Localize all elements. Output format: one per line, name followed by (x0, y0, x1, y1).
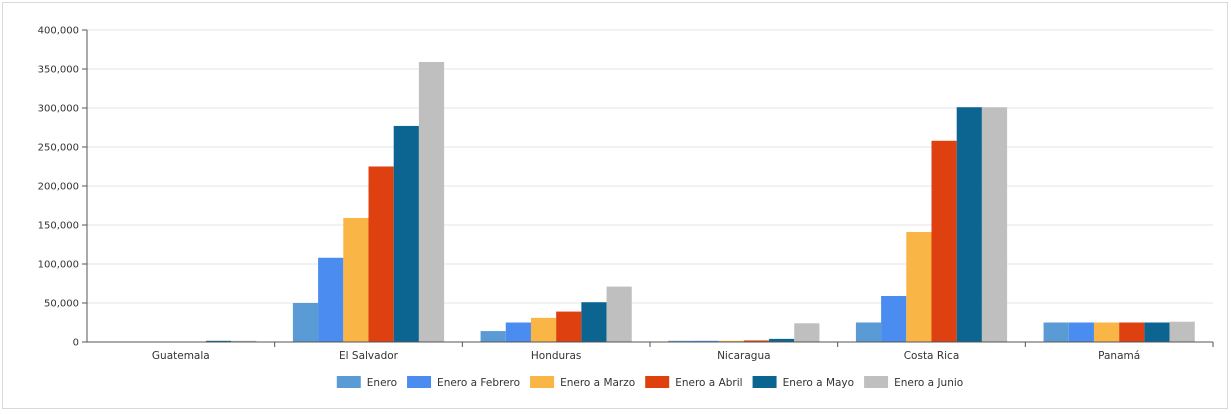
axes (82, 29, 1214, 347)
bar[interactable] (530, 317, 557, 342)
bar[interactable] (581, 302, 607, 342)
legend-label: Enero a Febrero (437, 377, 520, 389)
legend-label: Enero a Mayo (783, 377, 855, 389)
y-tick-label: 400,000 (38, 26, 79, 37)
y-tick-label: 50,000 (44, 299, 79, 310)
y-tick-label: 350,000 (38, 65, 79, 76)
bar[interactable] (769, 338, 795, 342)
legend-item[interactable]: Enero a Abril (645, 376, 743, 389)
y-tick-label: 300,000 (38, 104, 79, 115)
legend-item[interactable]: Enero a Febrero (407, 376, 520, 389)
y-tick-label: 0 (73, 338, 79, 349)
bar[interactable] (1068, 322, 1094, 343)
bar[interactable] (1043, 322, 1069, 343)
bar[interactable] (206, 340, 232, 342)
bar[interactable] (480, 331, 506, 342)
bar[interactable] (718, 340, 744, 342)
y-tick-label: 200,000 (38, 182, 79, 193)
bar[interactable] (418, 61, 445, 342)
bar[interactable] (1144, 322, 1170, 343)
legend-label: Enero a Junio (894, 377, 963, 389)
legend-label: Enero (367, 377, 397, 389)
bar[interactable] (794, 323, 820, 342)
bar[interactable] (1093, 322, 1120, 343)
x-category-label: Guatemala (152, 350, 210, 362)
x-axis-category-labels: Guatemala El Salvador Honduras Nicaragua Cos… (152, 350, 1140, 362)
bar[interactable] (1119, 322, 1145, 343)
bar[interactable] (981, 107, 1008, 342)
bar[interactable] (505, 322, 531, 343)
legend-swatch (336, 376, 361, 388)
x-category-label: Panamá (1098, 350, 1140, 362)
bar[interactable] (318, 257, 344, 342)
bar[interactable] (343, 217, 369, 342)
bar[interactable] (1169, 321, 1195, 342)
legend-label: Enero a Abril (675, 377, 742, 389)
y-tick-label: 150,000 (38, 221, 79, 232)
legend-item[interactable]: Enero a Marzo (530, 376, 635, 389)
x-category-label: Honduras (531, 350, 582, 362)
x-category-label: Costa Rica (904, 350, 960, 362)
bar[interactable] (693, 340, 719, 342)
bars (206, 61, 1195, 343)
legend: Enero Enero a Febrero Enero a Marzo Enero a… (336, 376, 963, 389)
legend-label: Enero a Marzo (560, 377, 635, 389)
bar[interactable] (292, 303, 319, 342)
bar[interactable] (668, 340, 694, 342)
bar-chart: 0 50,000 100,000 150,000 200,000 250,000 300,0… (38, 26, 1214, 389)
legend-swatch (645, 376, 670, 388)
bar[interactable] (743, 340, 770, 342)
bar[interactable] (931, 140, 957, 342)
legend-swatch (407, 376, 432, 388)
y-tick-label: 100,000 (38, 260, 79, 271)
bar[interactable] (956, 107, 982, 342)
bar[interactable] (368, 166, 394, 343)
bar[interactable] (906, 232, 932, 342)
bar[interactable] (393, 125, 419, 342)
legend-swatch (752, 376, 777, 388)
gridlines (87, 29, 1213, 304)
bar[interactable] (881, 295, 907, 342)
x-category-label: El Salvador (339, 350, 399, 362)
x-category-label: Nicaragua (717, 350, 770, 362)
legend-item[interactable]: Enero a Junio (864, 376, 963, 389)
legend-item[interactable]: Enero a Mayo (752, 376, 855, 389)
bar[interactable] (556, 311, 582, 342)
bar[interactable] (855, 322, 882, 343)
chart-container: 0 50,000 100,000 150,000 200,000 250,000 300,0… (2, 2, 1228, 409)
y-tick-label: 250,000 (38, 143, 79, 154)
y-axis-tick-labels: 0 50,000 100,000 150,000 200,000 250,000 300,0… (38, 26, 79, 349)
bar[interactable] (606, 286, 632, 342)
bar[interactable] (231, 340, 257, 342)
legend-swatch (530, 376, 555, 388)
legend-item[interactable]: Enero (336, 376, 397, 389)
legend-swatch (864, 376, 889, 388)
